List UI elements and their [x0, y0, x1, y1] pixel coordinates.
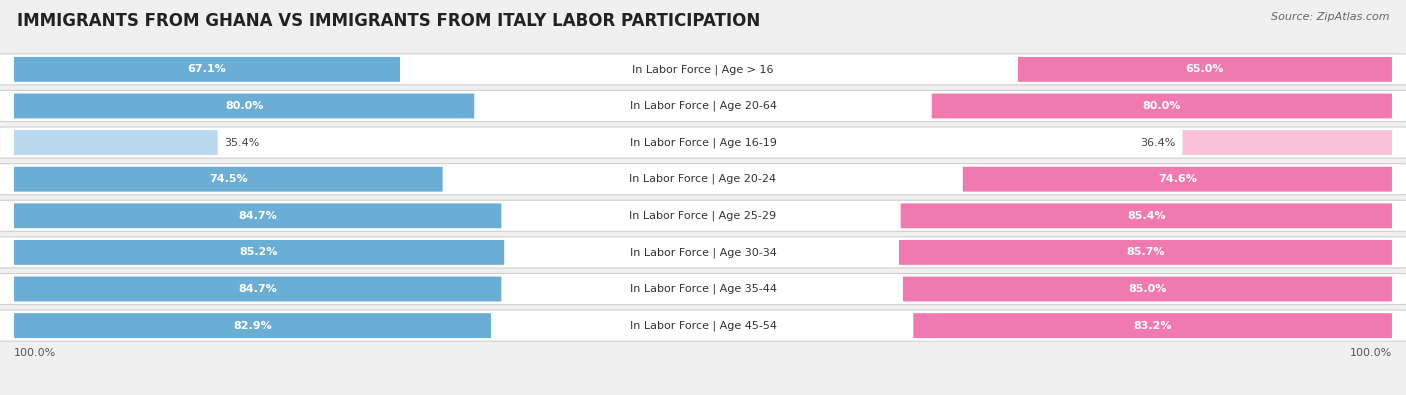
Text: In Labor Force | Age 30-34: In Labor Force | Age 30-34 — [630, 247, 776, 258]
FancyBboxPatch shape — [0, 127, 1406, 158]
Text: 84.7%: 84.7% — [238, 284, 277, 294]
FancyBboxPatch shape — [898, 240, 1392, 265]
FancyBboxPatch shape — [14, 240, 505, 265]
FancyBboxPatch shape — [0, 273, 1406, 305]
FancyBboxPatch shape — [0, 310, 1406, 341]
FancyBboxPatch shape — [1182, 130, 1392, 155]
Text: 80.0%: 80.0% — [1143, 101, 1181, 111]
FancyBboxPatch shape — [589, 203, 817, 228]
Text: In Labor Force | Age 20-64: In Labor Force | Age 20-64 — [630, 101, 776, 111]
FancyBboxPatch shape — [914, 313, 1392, 338]
Text: 100.0%: 100.0% — [14, 348, 56, 358]
FancyBboxPatch shape — [14, 130, 218, 155]
FancyBboxPatch shape — [14, 94, 474, 118]
Text: 36.4%: 36.4% — [1140, 137, 1175, 148]
Text: 80.0%: 80.0% — [225, 101, 263, 111]
Text: 85.7%: 85.7% — [1126, 247, 1164, 258]
Text: IMMIGRANTS FROM GHANA VS IMMIGRANTS FROM ITALY LABOR PARTICIPATION: IMMIGRANTS FROM GHANA VS IMMIGRANTS FROM… — [17, 12, 761, 30]
FancyBboxPatch shape — [0, 90, 1406, 122]
FancyBboxPatch shape — [14, 276, 502, 301]
Text: 35.4%: 35.4% — [225, 137, 260, 148]
FancyBboxPatch shape — [0, 164, 1406, 195]
FancyBboxPatch shape — [589, 276, 817, 301]
FancyBboxPatch shape — [901, 203, 1392, 228]
Text: In Labor Force | Age 16-19: In Labor Force | Age 16-19 — [630, 137, 776, 148]
FancyBboxPatch shape — [0, 200, 1406, 231]
Text: 67.1%: 67.1% — [187, 64, 226, 74]
Text: Source: ZipAtlas.com: Source: ZipAtlas.com — [1271, 12, 1389, 22]
FancyBboxPatch shape — [14, 167, 443, 192]
Text: 65.0%: 65.0% — [1185, 64, 1225, 74]
Text: 85.4%: 85.4% — [1128, 211, 1166, 221]
FancyBboxPatch shape — [0, 237, 1406, 268]
FancyBboxPatch shape — [589, 313, 817, 338]
Text: 74.5%: 74.5% — [209, 174, 247, 184]
Text: In Labor Force | Age > 16: In Labor Force | Age > 16 — [633, 64, 773, 75]
Text: In Labor Force | Age 25-29: In Labor Force | Age 25-29 — [630, 211, 776, 221]
FancyBboxPatch shape — [589, 57, 817, 82]
Text: In Labor Force | Age 45-54: In Labor Force | Age 45-54 — [630, 320, 776, 331]
Text: 82.9%: 82.9% — [233, 321, 271, 331]
FancyBboxPatch shape — [589, 94, 817, 118]
Text: 85.0%: 85.0% — [1128, 284, 1167, 294]
Text: 100.0%: 100.0% — [1350, 348, 1392, 358]
FancyBboxPatch shape — [589, 130, 817, 155]
FancyBboxPatch shape — [1018, 57, 1392, 82]
Text: 85.2%: 85.2% — [240, 247, 278, 258]
Text: 84.7%: 84.7% — [238, 211, 277, 221]
FancyBboxPatch shape — [14, 57, 401, 82]
FancyBboxPatch shape — [932, 94, 1392, 118]
Text: 74.6%: 74.6% — [1159, 174, 1197, 184]
Text: In Labor Force | Age 20-24: In Labor Force | Age 20-24 — [630, 174, 776, 184]
Text: 83.2%: 83.2% — [1133, 321, 1171, 331]
FancyBboxPatch shape — [14, 203, 502, 228]
FancyBboxPatch shape — [589, 240, 817, 265]
FancyBboxPatch shape — [589, 167, 817, 192]
Text: In Labor Force | Age 35-44: In Labor Force | Age 35-44 — [630, 284, 776, 294]
FancyBboxPatch shape — [963, 167, 1392, 192]
FancyBboxPatch shape — [14, 313, 491, 338]
FancyBboxPatch shape — [903, 276, 1392, 301]
Legend: Immigrants from Ghana, Immigrants from Italy: Immigrants from Ghana, Immigrants from I… — [515, 391, 891, 395]
FancyBboxPatch shape — [0, 54, 1406, 85]
